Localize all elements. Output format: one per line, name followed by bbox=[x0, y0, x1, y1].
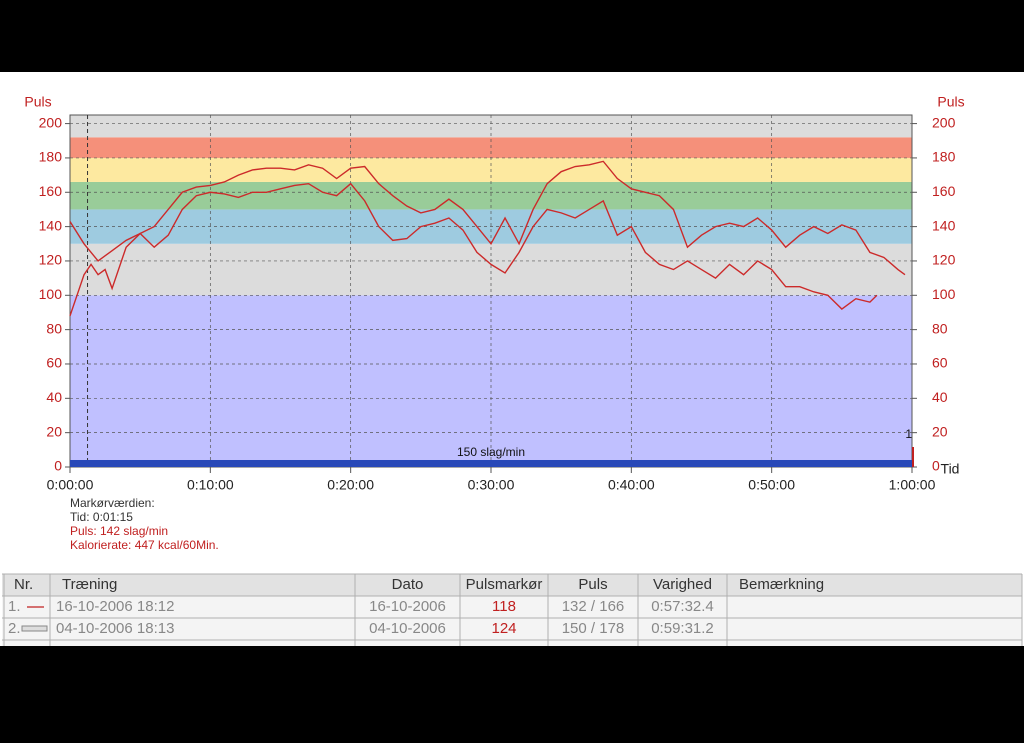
column-header[interactable]: Nr. bbox=[14, 576, 33, 593]
column-header[interactable]: Pulsmarkør bbox=[466, 576, 543, 593]
cell[interactable]: 1. bbox=[8, 598, 21, 615]
pulse-marker-cell[interactable]: 118 bbox=[492, 598, 516, 615]
y2-tick-label: 0 bbox=[932, 458, 940, 474]
y-tick-label: 180 bbox=[39, 149, 63, 165]
cell[interactable]: 04-10-2006 bbox=[369, 620, 446, 637]
x-axis-label: Tid bbox=[941, 461, 960, 477]
y-tick-label: 0 bbox=[54, 458, 62, 474]
x-tick-label: 0:30:00 bbox=[468, 477, 515, 493]
y2-tick-label: 200 bbox=[932, 114, 956, 130]
info-time: Tid: 0:01:15 bbox=[70, 510, 133, 524]
y2-tick-label: 100 bbox=[932, 286, 956, 302]
end-marker-label: 1 bbox=[905, 427, 912, 441]
cell[interactable]: 150 / 178 bbox=[562, 620, 625, 637]
column-header[interactable]: Varighed bbox=[653, 576, 712, 593]
baseline-bar bbox=[70, 460, 912, 467]
y-tick-label: 100 bbox=[39, 286, 63, 302]
y-tick-label: 120 bbox=[39, 252, 63, 268]
y-tick-label: 140 bbox=[39, 217, 63, 233]
y-tick-label: 80 bbox=[46, 320, 62, 336]
y-axis-label: Puls bbox=[24, 94, 51, 110]
y2-axis-label: Puls bbox=[937, 94, 964, 110]
cell[interactable]: 0:57:32.4 bbox=[651, 598, 714, 615]
y-tick-label: 200 bbox=[39, 114, 63, 130]
y2-tick-label: 160 bbox=[932, 183, 956, 199]
y2-tick-label: 60 bbox=[932, 355, 948, 371]
y2-tick-label: 140 bbox=[932, 217, 956, 233]
y2-tick-label: 180 bbox=[932, 149, 956, 165]
column-header[interactable]: Bemærkning bbox=[739, 576, 824, 593]
y2-tick-label: 80 bbox=[932, 320, 948, 336]
cell[interactable]: 132 / 166 bbox=[562, 598, 625, 615]
x-tick-label: 0:00:00 bbox=[47, 477, 94, 493]
y2-tick-label: 120 bbox=[932, 252, 956, 268]
cell[interactable]: 16-10-2006 bbox=[369, 598, 446, 615]
legend-swatch bbox=[21, 625, 48, 632]
heart-rate-zone bbox=[70, 243, 912, 296]
cell[interactable]: 16-10-2006 18:12 bbox=[56, 598, 174, 615]
y2-tick-label: 40 bbox=[932, 389, 948, 405]
marker-info: Markørværdien: Tid: 0:01:15 Puls: 142 sl… bbox=[70, 496, 219, 552]
pulse-marker-cell[interactable]: 124 bbox=[491, 620, 516, 637]
x-tick-label: 1:00:00 bbox=[889, 477, 936, 493]
y-tick-label: 60 bbox=[46, 355, 62, 371]
cell[interactable]: 04-10-2006 18:13 bbox=[56, 620, 174, 637]
y-tick-label: 40 bbox=[46, 389, 62, 405]
info-calories: Kalorierate: 447 kcal/60Min. bbox=[70, 538, 219, 552]
heart-rate-line bbox=[69, 160, 906, 276]
table-header-bg bbox=[2, 574, 1022, 596]
y-tick-label: 160 bbox=[39, 183, 63, 199]
x-tick-label: 0:20:00 bbox=[327, 477, 374, 493]
baseline-label: 150 slag/min bbox=[457, 445, 525, 459]
heart-rate-zone bbox=[70, 115, 912, 138]
cell[interactable]: 2. bbox=[8, 620, 21, 637]
y2-tick-label: 20 bbox=[932, 423, 948, 439]
info-pulse: Puls: 142 slag/min bbox=[70, 524, 168, 538]
heart-rate-line bbox=[69, 182, 878, 317]
x-tick-label: 0:50:00 bbox=[748, 477, 795, 493]
y-tick-label: 20 bbox=[46, 423, 62, 439]
column-header[interactable]: Træning bbox=[62, 576, 117, 593]
table: Nr. Træning Dato Pulsmarkør Puls Varighed Bemæ… bbox=[2, 573, 1023, 646]
cell[interactable]: 0:59:31.2 bbox=[651, 620, 714, 637]
column-header[interactable]: Puls bbox=[578, 576, 607, 593]
column-header[interactable]: Dato bbox=[392, 576, 424, 593]
x-tick-label: 0:10:00 bbox=[187, 477, 234, 493]
info-title: Markørværdien: bbox=[70, 496, 155, 510]
x-tick-label: 0:40:00 bbox=[608, 477, 655, 493]
chart: 0 0 20 20 40 40 60 60 80 80 100 100 120 120 140 140 160 1… bbox=[24, 94, 964, 493]
